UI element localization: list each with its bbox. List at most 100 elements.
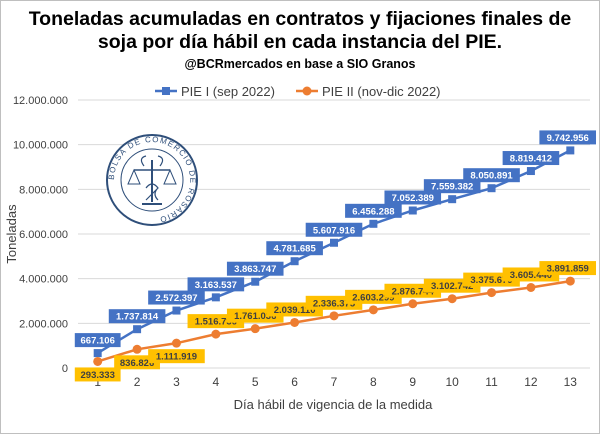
- data-label-pie2: 3.102.742: [431, 281, 473, 292]
- legend-label-pie1: PIE I (sep 2022): [181, 84, 275, 99]
- data-label-pie1: 1.737.814: [116, 312, 159, 323]
- data-point-pie1: [133, 325, 142, 334]
- data-label-box-pie1: [108, 309, 166, 324]
- data-point-pie2: [487, 288, 497, 298]
- bcr-seal-logo: BOLSA DE COMERCIO DE ROSARIO: [106, 134, 198, 226]
- data-point-pie2: [368, 305, 378, 315]
- y-tick-label: 2.000.000: [19, 318, 68, 330]
- y-axis-ticks: 0 2.000.000 4.000.000 6.000.000 8.000.000 10.…: [13, 95, 68, 375]
- x-tick-label: 8: [370, 375, 377, 389]
- data-label-box-pie1: [187, 277, 245, 292]
- data-point-pie2: [408, 299, 418, 309]
- data-point-pie2: [447, 294, 457, 304]
- data-label-pie2: 2.876.744: [392, 286, 435, 297]
- data-label-box-pie2: [74, 367, 121, 382]
- data-point-pie1: [369, 219, 378, 228]
- x-tick-label: 12: [524, 375, 538, 389]
- y-tick-label: 8.000.000: [19, 184, 68, 196]
- series-lines: [93, 146, 575, 366]
- data-label-pie1: 5.607.916: [313, 225, 355, 236]
- x-axis-title: Día hábil de vigencia de la medida: [234, 397, 434, 412]
- data-point-pie1: [487, 184, 496, 193]
- data-label-pie2: 1.516.736: [195, 317, 237, 328]
- data-point-pie1: [93, 349, 102, 358]
- y-tick-label: 4.000.000: [19, 274, 68, 286]
- data-labels: 667.106 1.737.814 2.572.397 3.163.537 3.863.…: [74, 130, 596, 382]
- data-point-pie1: [448, 195, 457, 204]
- data-point-pie2: [290, 317, 300, 327]
- data-point-pie1: [566, 146, 575, 155]
- data-label-pie1: 7.052.389: [392, 193, 434, 204]
- data-label-box-pie1: [384, 190, 442, 205]
- data-label-box-pie1: [226, 261, 284, 276]
- x-tick-label: 1: [94, 375, 101, 389]
- data-point-pie2: [132, 344, 142, 354]
- data-label-pie2: 2.603.299: [352, 292, 394, 303]
- x-tick-label: 11: [485, 375, 498, 389]
- data-label-pie1: 4.781.685: [273, 244, 316, 255]
- data-label-box-pie1: [539, 130, 596, 145]
- x-tick-label: 3: [173, 375, 180, 389]
- x-tick-label: 7: [331, 375, 338, 389]
- x-tick-label: 2: [134, 375, 141, 389]
- data-point-pie2: [250, 324, 260, 334]
- data-label-box-pie2: [539, 261, 596, 276]
- x-tick-label: 10: [445, 375, 459, 389]
- data-point-pie1: [172, 306, 181, 315]
- data-point-pie1: [408, 206, 417, 215]
- data-label-pie2: 3.605.440: [510, 270, 552, 281]
- data-label-box-pie1: [502, 151, 560, 166]
- data-label-pie1: 8.050.891: [470, 171, 513, 182]
- data-point-pie1: [290, 257, 299, 266]
- legend-marker-pie1: [162, 87, 170, 95]
- data-label-pie1: 3.863.747: [234, 264, 276, 275]
- data-label-pie1: 3.163.537: [195, 280, 237, 291]
- y-tick-label: 10.000.000: [13, 140, 68, 152]
- data-point-pie2: [565, 276, 575, 286]
- data-point-pie2: [171, 338, 181, 348]
- y-axis-title: Toneladas: [4, 204, 19, 264]
- x-tick-label: 9: [409, 375, 416, 389]
- data-label-pie2: 1.111.919: [156, 352, 197, 363]
- data-label-box-pie2: [148, 349, 205, 364]
- data-label-pie1: 7.559.382: [431, 182, 473, 193]
- chart-title-line-1: Toneladas acumuladas en contratos y fija…: [28, 8, 572, 30]
- legend-item-pie1: PIE I (sep 2022): [155, 84, 275, 99]
- data-point-pie2: [211, 329, 221, 339]
- data-label-box-pie1: [423, 179, 481, 194]
- data-label-pie2: 2.039.110: [274, 305, 316, 316]
- legend: PIE I (sep 2022) PIE II (nov-dic 2022): [155, 84, 441, 99]
- legend-item-pie2: PIE II (nov-dic 2022): [296, 84, 441, 99]
- data-label-box-pie1: [305, 222, 363, 237]
- x-axis-ticks: 1 2 3 4 5 6 7 8 9 10 11 12 13: [94, 375, 577, 389]
- x-tick-label: 6: [291, 375, 298, 389]
- data-point-pie2: [329, 311, 339, 321]
- chart-title-line-2: soja por día hábil en cada instancia del…: [97, 31, 503, 53]
- data-label-box-pie1: [148, 290, 205, 305]
- data-point-pie1: [251, 277, 260, 286]
- data-point-pie2: [93, 356, 103, 366]
- data-label-pie1: 2.572.397: [155, 293, 197, 304]
- data-label-pie2: 2.336.375: [313, 298, 356, 309]
- legend-marker-pie2: [302, 86, 312, 96]
- data-label-pie2: 293.333: [81, 370, 115, 381]
- x-tick-label: 4: [213, 375, 220, 389]
- data-label-pie1: 8.819.412: [510, 154, 552, 165]
- data-label-box-pie1: [74, 333, 121, 348]
- data-label-box-pie1: [463, 168, 520, 183]
- data-point-pie1: [526, 167, 535, 176]
- data-label-pie1: 9.742.956: [547, 133, 589, 144]
- data-point-pie1: [330, 238, 338, 247]
- x-tick-label: 5: [252, 375, 259, 389]
- data-point-pie2: [526, 282, 536, 292]
- data-label-pie1: 667.106: [81, 336, 115, 347]
- y-tick-label: 12.000.000: [13, 95, 68, 107]
- y-tick-label: 6.000.000: [19, 229, 68, 241]
- data-label-pie2: 836.826: [120, 358, 154, 369]
- y-tick-label: 0: [62, 363, 68, 375]
- data-label-box-pie1: [266, 241, 323, 256]
- data-point-pie1: [211, 293, 220, 302]
- data-label-pie1: 6.456.288: [352, 206, 394, 217]
- x-tick-label: 13: [564, 375, 578, 389]
- data-label-pie2: 3.891.859: [547, 264, 589, 275]
